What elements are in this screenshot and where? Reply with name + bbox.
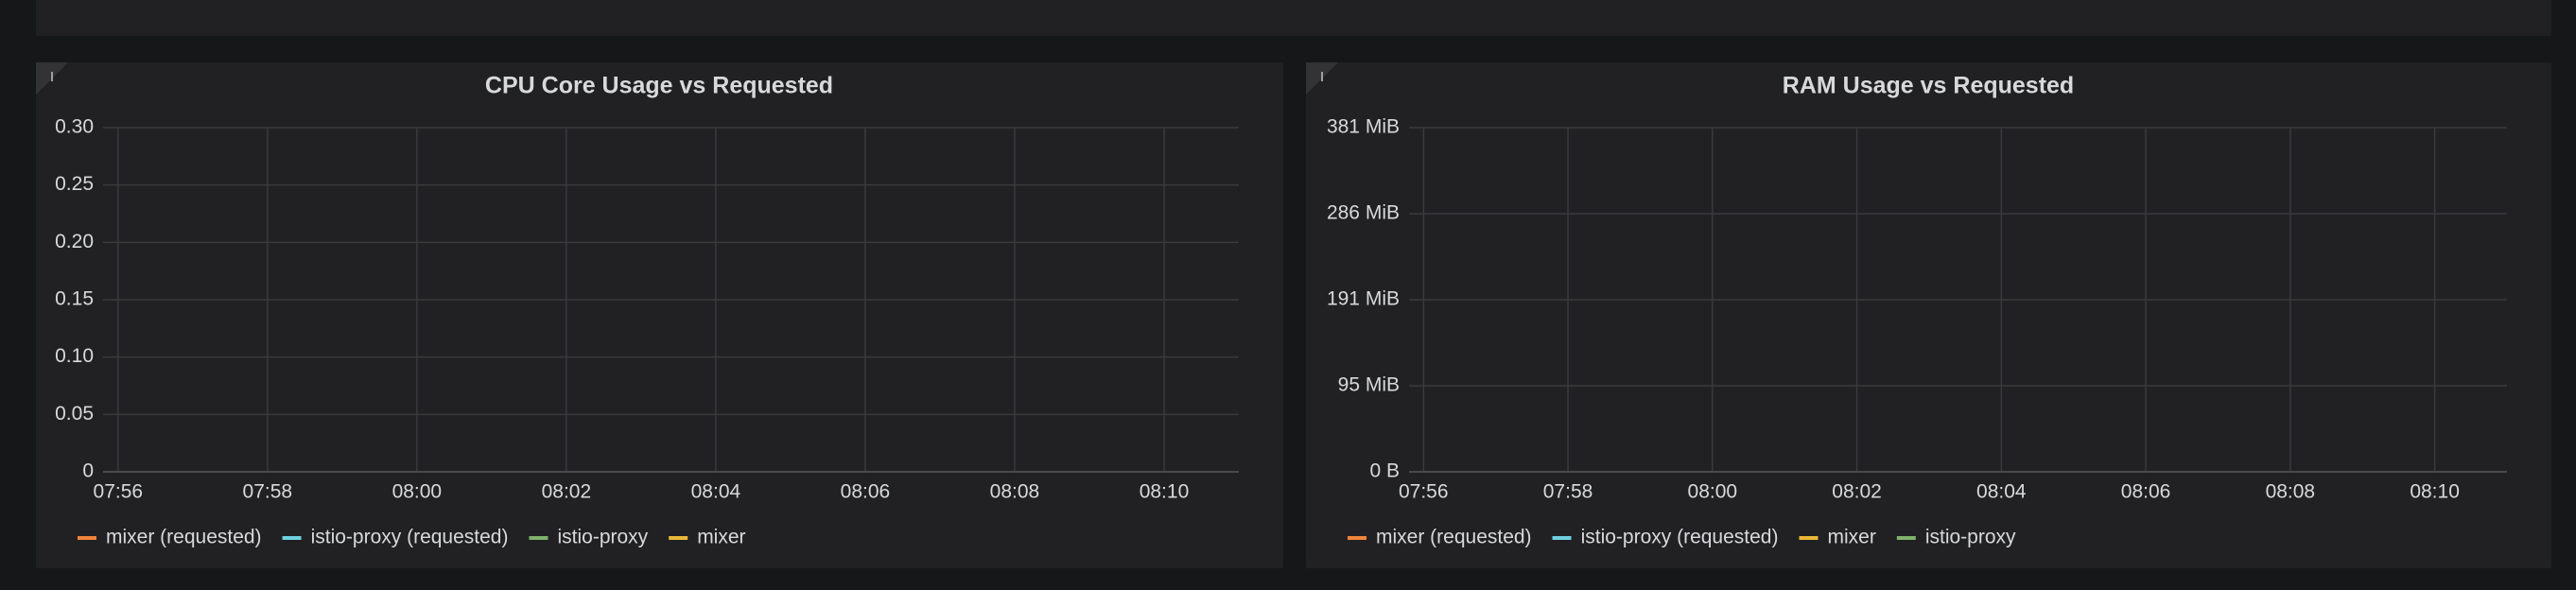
legend-label: istio-proxy (requested) <box>1581 527 1779 548</box>
panel <box>36 62 1283 568</box>
x-tick-label: 08:10 <box>1140 481 1190 503</box>
y-tick-label: 95 MiB <box>1338 374 1400 396</box>
legend-label: istio-proxy <box>557 527 648 548</box>
x-tick-label: 07:56 <box>94 481 144 503</box>
legend-label: mixer (requested) <box>106 527 262 548</box>
legend-label: istio-proxy <box>1925 527 2016 548</box>
x-tick-label: 08:00 <box>392 481 443 503</box>
y-tick-label: 286 MiB <box>1327 202 1400 224</box>
legend-label: mixer <box>697 527 745 548</box>
legend-label: mixer (requested) <box>1376 527 1532 548</box>
y-tick-label: 0.15 <box>55 288 94 310</box>
x-tick-label: 08:10 <box>2410 481 2460 503</box>
y-tick-label: 0.10 <box>55 345 94 367</box>
x-tick-label: 08:00 <box>1688 481 1738 503</box>
legend-label: istio-proxy (requested) <box>311 527 509 548</box>
x-tick-label: 08:08 <box>2266 481 2316 503</box>
x-tick-label: 08:02 <box>1832 481 1882 503</box>
x-tick-label: 07:58 <box>1543 481 1593 503</box>
legend-label: mixer <box>1827 527 1875 548</box>
x-tick-label: 08:08 <box>990 481 1040 503</box>
x-tick-label: 07:58 <box>243 481 293 503</box>
chart-title: RAM Usage vs Requested <box>1783 73 2074 99</box>
x-tick-label: 08:04 <box>691 481 741 503</box>
y-tick-label: 0 <box>82 460 94 482</box>
chart-title: CPU Core Usage vs Requested <box>485 73 833 99</box>
x-tick-label: 08:04 <box>1976 481 2027 503</box>
panel <box>1306 62 2551 568</box>
x-tick-label: 08:06 <box>2121 481 2171 503</box>
y-tick-label: 0.20 <box>55 231 94 252</box>
x-tick-label: 07:56 <box>1399 481 1449 503</box>
top-panel <box>36 0 2551 36</box>
y-tick-label: 0.30 <box>55 116 94 138</box>
x-tick-label: 08:02 <box>542 481 592 503</box>
y-tick-label: 0.05 <box>55 403 94 425</box>
x-tick-label: 08:06 <box>841 481 891 503</box>
y-tick-label: 191 MiB <box>1327 288 1400 310</box>
y-tick-label: 381 MiB <box>1327 116 1400 138</box>
y-tick-label: 0.25 <box>55 173 94 195</box>
y-tick-label: 0 B <box>1369 460 1400 482</box>
